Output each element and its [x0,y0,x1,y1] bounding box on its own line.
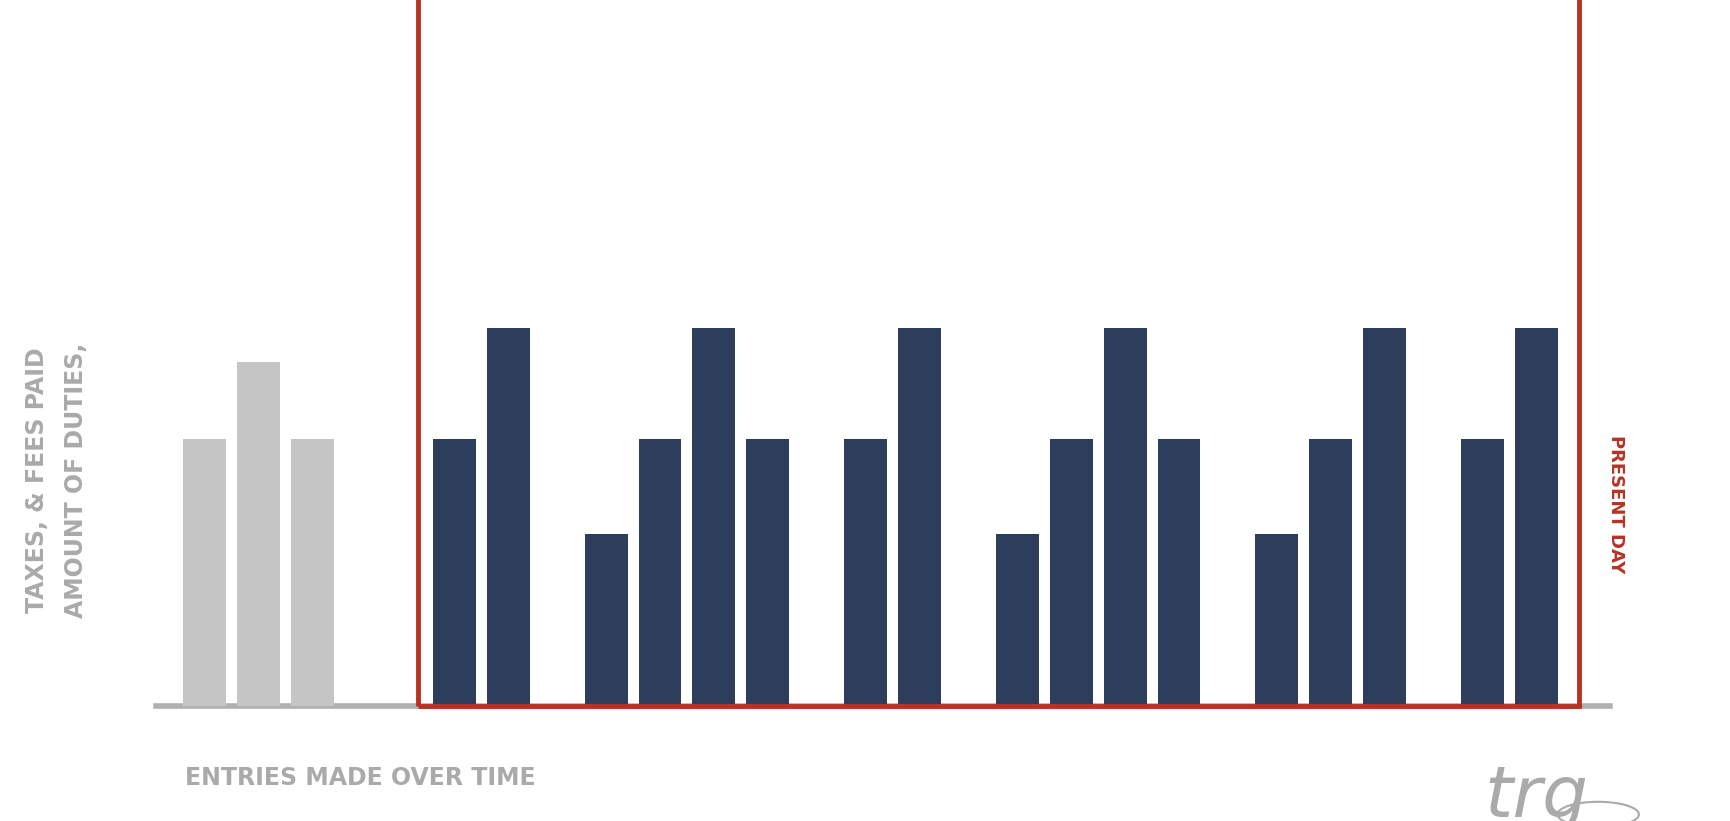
Bar [486,328,529,706]
Text: trg: trg [1483,764,1586,821]
Bar [1254,534,1298,706]
Bar [898,328,941,706]
Bar [638,439,682,706]
Text: AMOUNT OF DUTIES,: AMOUNT OF DUTIES, [64,342,88,618]
Bar [1050,439,1092,706]
Bar [1514,328,1557,706]
Bar [746,439,789,706]
Bar [1157,439,1199,706]
Bar [291,439,334,706]
Bar [995,534,1038,706]
Bar [237,362,280,706]
Text: PRESENT DAY: PRESENT DAY [1605,435,1624,573]
Bar [1460,439,1503,706]
Text: ENTRIES MADE OVER TIME: ENTRIES MADE OVER TIME [185,766,535,791]
Bar [585,534,628,706]
Bar [844,439,886,706]
Bar [417,0,1578,706]
Bar [1104,328,1145,706]
Bar [692,328,735,706]
Bar [183,439,227,706]
Bar [432,439,476,706]
Bar [1363,328,1405,706]
Bar [1308,439,1351,706]
Text: TAXES, & FEES PAID: TAXES, & FEES PAID [24,347,48,613]
